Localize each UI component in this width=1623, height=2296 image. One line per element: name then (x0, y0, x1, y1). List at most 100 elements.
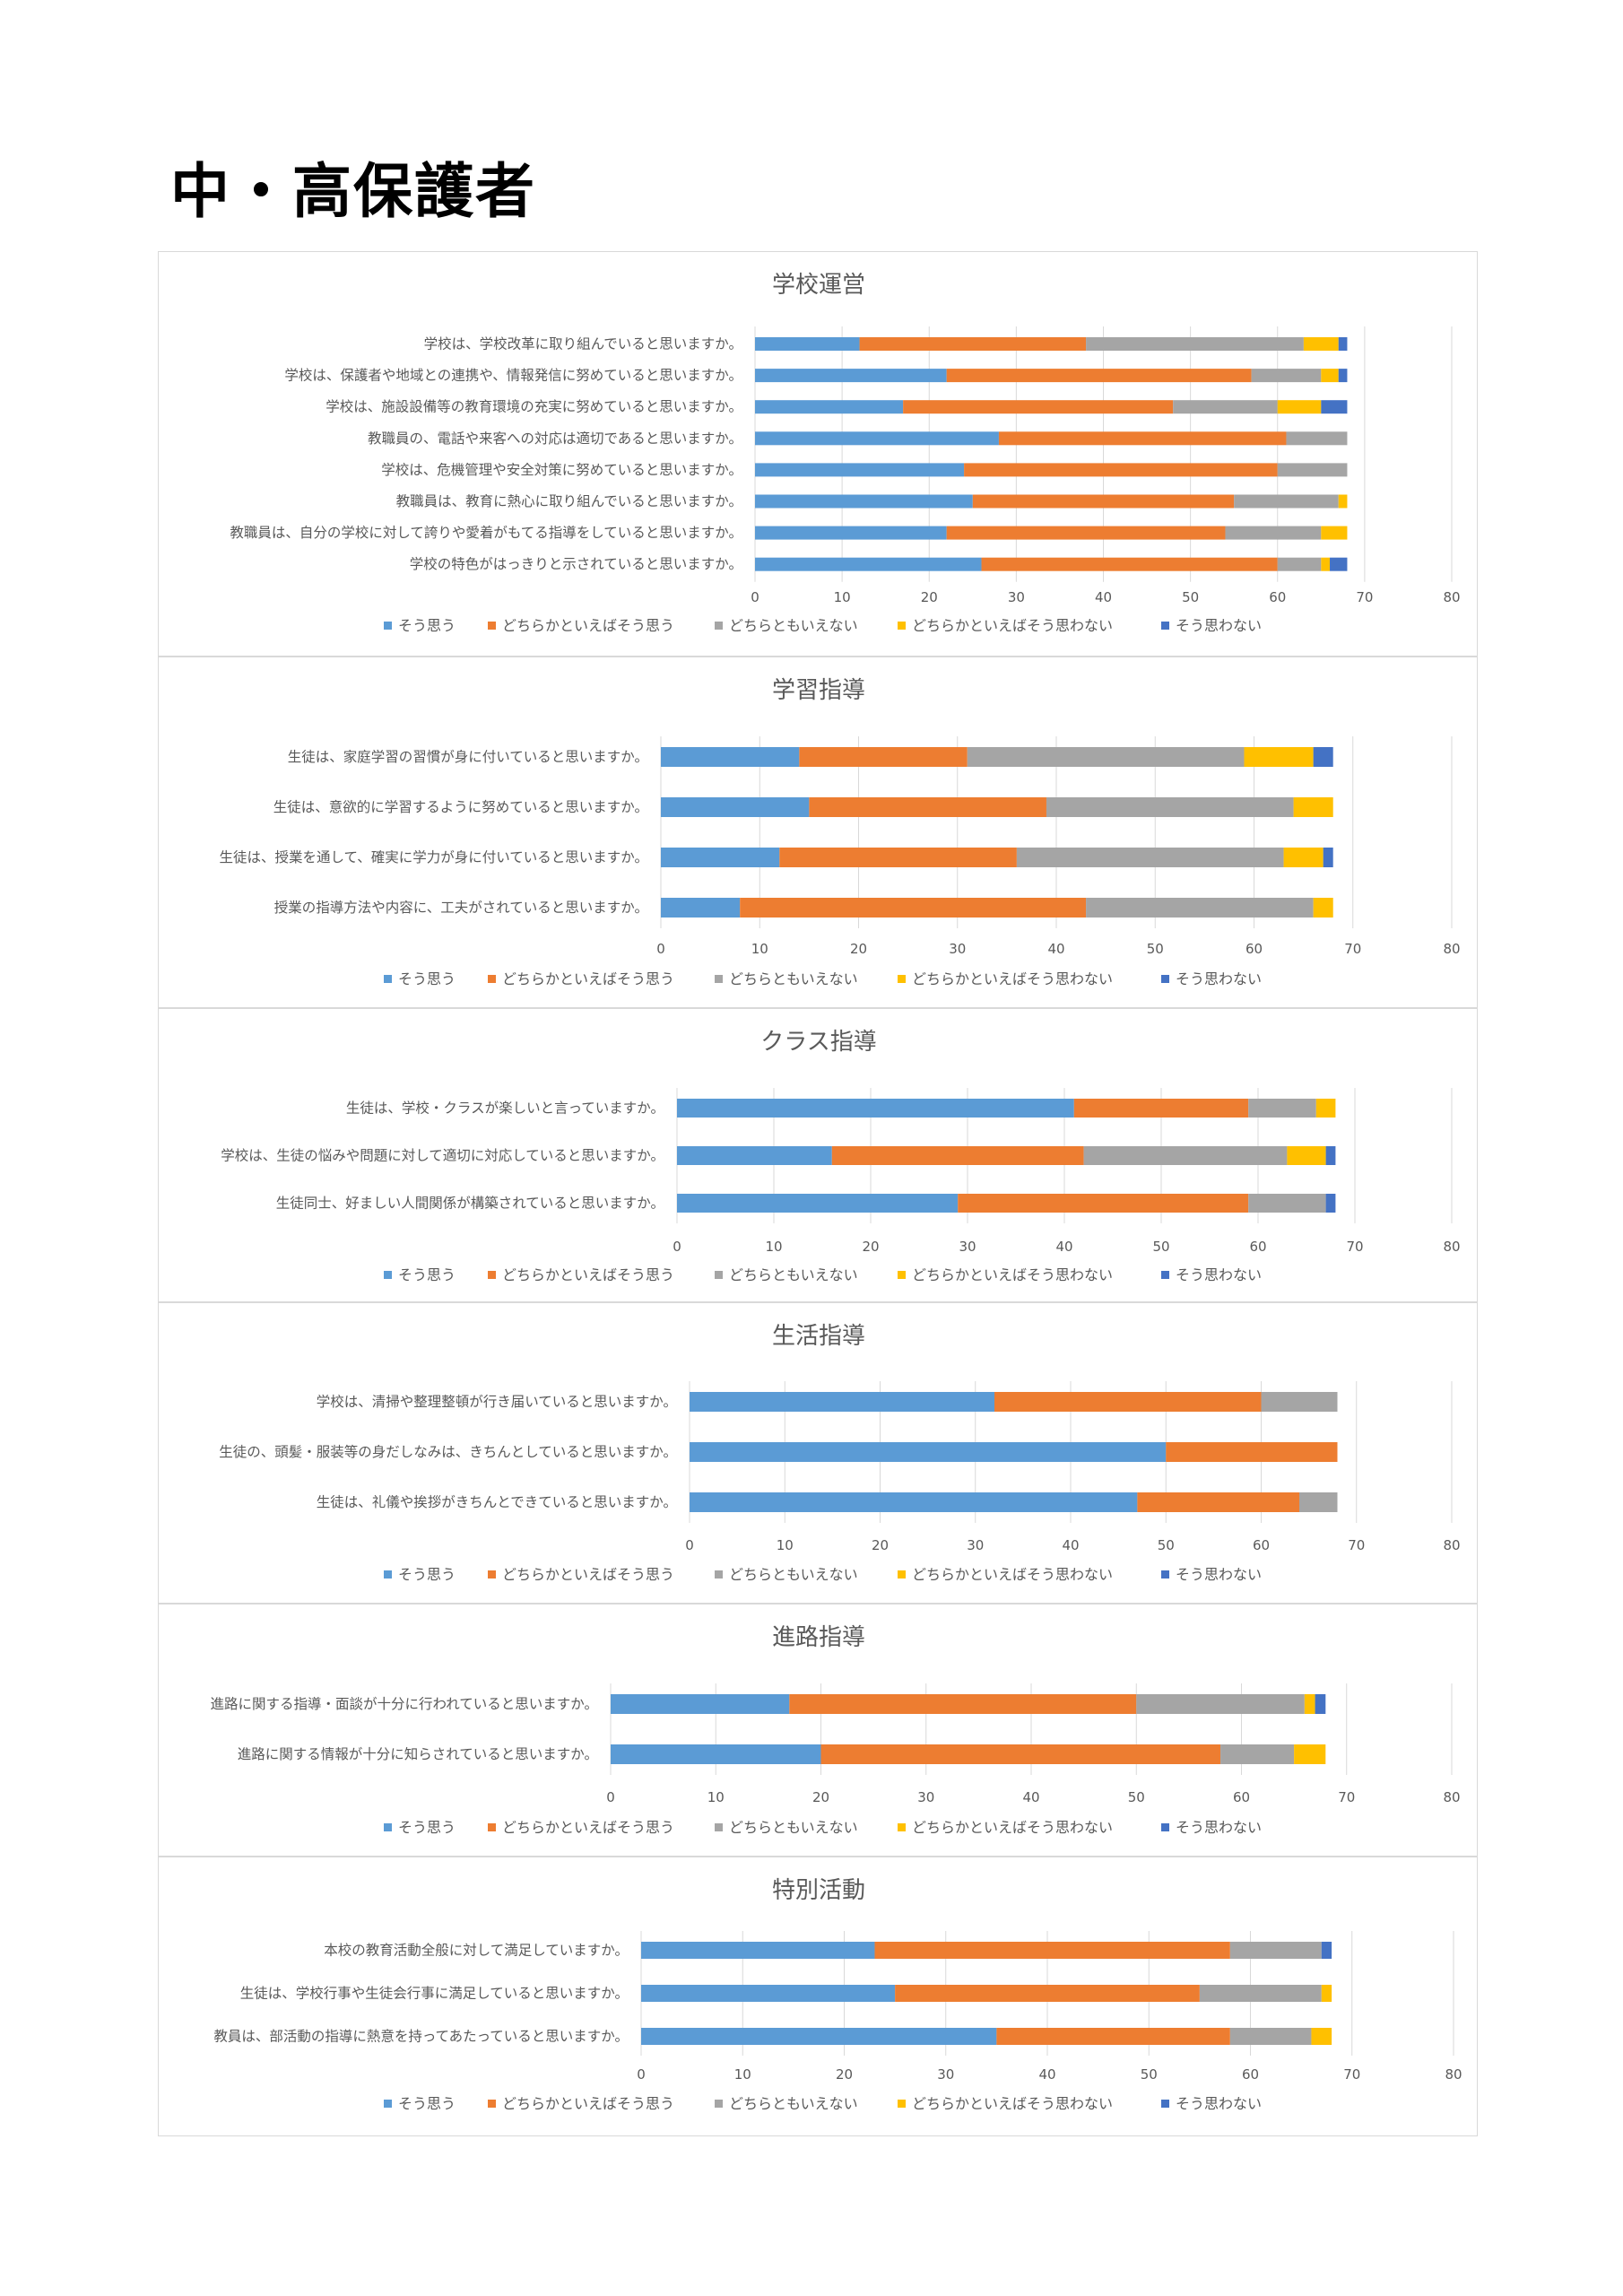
bar-segment (1261, 1392, 1338, 1412)
legend-swatch (1161, 1570, 1169, 1578)
legend-label: そう思う (398, 970, 456, 987)
bar-segment (755, 463, 965, 477)
x-tick-label: 10 (707, 1789, 725, 1805)
legend-swatch (898, 1823, 906, 1831)
x-tick-label: 60 (1253, 1537, 1270, 1553)
legend-label: どちらかといえばそう思わない (912, 617, 1113, 634)
bar-segment (1338, 337, 1348, 351)
bar-segment (1325, 1194, 1336, 1213)
bar-segment (1229, 2028, 1312, 2045)
bar-segment (1086, 898, 1314, 918)
x-tick-label: 0 (637, 2066, 646, 2083)
bar-segment (1277, 463, 1348, 477)
bar-segment (755, 337, 860, 351)
legend-swatch (488, 975, 496, 983)
legend-label: どちらともいえない (729, 1819, 858, 1836)
legend-label: そう思わない (1176, 2095, 1262, 2112)
legend-swatch (488, 1570, 496, 1578)
bar-segment (958, 1194, 1249, 1213)
bar-segment (1303, 337, 1339, 351)
category-label: 生徒同士、好ましい人間関係が構築されていると思いますか。 (276, 1196, 664, 1212)
bar-segment (1166, 1442, 1338, 1462)
x-tick-label: 70 (1343, 2066, 1360, 2083)
chart-svg: 学習指導 0 10 20 30 40 50 60 70 80 生徒は、家庭学習の習慣が身に付いている… (220, 677, 1461, 987)
chart-svg: クラス指導 0 10 20 30 40 50 60 70 80 生徒は、学校・クラスが楽しいと言って… (221, 1029, 1460, 1283)
legend-label: どちらかといえばそう思う (502, 1266, 674, 1283)
legend-swatch (384, 1570, 392, 1578)
bar-segment (755, 526, 947, 540)
category-label: 教職員の、電話や来客への対応は適切であると思いますか。 (368, 430, 742, 447)
legend-swatch (898, 1570, 906, 1578)
legend-label: そう思わない (1176, 970, 1262, 987)
x-tick-label: 30 (917, 1789, 934, 1805)
x-tick-label: 30 (937, 2066, 954, 2083)
x-tick-label: 80 (1443, 1537, 1460, 1553)
legend-swatch (1161, 1271, 1169, 1279)
x-tick-label: 80 (1443, 1789, 1460, 1805)
legend-label: そう思う (398, 1819, 456, 1836)
bar-segment (755, 557, 982, 571)
bar-segment (1321, 400, 1348, 414)
bar-segment (1016, 848, 1284, 867)
legend-swatch (1161, 622, 1169, 630)
bar-segment (1294, 1744, 1326, 1764)
legend-swatch (715, 975, 723, 983)
x-tick-label: 70 (1344, 941, 1361, 957)
category-label: 学校の特色がはっきりと示されていると思いますか。 (410, 556, 742, 572)
page-title: 中・高保護者 (170, 157, 536, 226)
chart-title: 特別活動 (772, 1877, 865, 1904)
bar-segment (1136, 1694, 1305, 1714)
bar-segment (1086, 337, 1304, 351)
x-tick-label: 40 (1022, 1789, 1039, 1805)
bar-segment (946, 526, 1226, 540)
legend-label: どちらかといえばそう思う (502, 2095, 674, 2112)
bar-segment (1277, 557, 1322, 571)
x-tick-label: 50 (1128, 1789, 1145, 1805)
bar-segment (1046, 797, 1294, 817)
x-tick-label: 40 (1062, 1537, 1079, 1553)
chart-5: 特別活動 0 10 20 30 40 50 60 70 80 本校の教育活動全般に対して満足していま… (158, 1857, 1478, 2136)
bar-segment (859, 337, 1087, 351)
bar-segment (874, 1942, 1230, 1959)
bar-segment (820, 1744, 1221, 1764)
legend-swatch (384, 1271, 392, 1279)
bar-segment (677, 1099, 1074, 1118)
chart-title: 進路指導 (772, 1624, 865, 1651)
legend-swatch (384, 975, 392, 983)
chart-svg: 特別活動 0 10 20 30 40 50 60 70 80 本校の教育活動全般に対して満足していま… (213, 1877, 1462, 2112)
legend-label: どちらかといえばそう思わない (912, 2095, 1113, 2112)
legend-label: そう思う (398, 1566, 456, 1583)
x-tick-label: 30 (959, 1239, 976, 1255)
chart-title: 学校運営 (772, 272, 865, 299)
bar-segment (1299, 1492, 1338, 1512)
legend-swatch (715, 1271, 723, 1279)
bar-segment (661, 797, 810, 817)
legend-swatch (715, 622, 723, 630)
x-tick-label: 20 (921, 589, 938, 605)
chart-title: 生活指導 (772, 1323, 865, 1350)
chart-title: 学習指導 (772, 677, 865, 704)
bar-segment (998, 431, 1287, 446)
bar-segment (994, 1392, 1262, 1412)
x-tick-label: 80 (1445, 2066, 1462, 2083)
legend-swatch (1161, 2100, 1169, 2108)
category-label: 学校は、清掃や整理整頓が行き届いていると思いますか。 (317, 1394, 677, 1410)
bar-segment (1234, 494, 1339, 509)
bar-segment (661, 747, 800, 767)
x-tick-label: 50 (1182, 589, 1199, 605)
x-tick-label: 10 (734, 2066, 751, 2083)
bar-segment (1248, 1194, 1326, 1213)
chart-svg: 学校運営 0 10 20 30 40 50 60 70 80 学校は、学校改革に取り組んでいると思い… (230, 272, 1460, 634)
bar-segment (1083, 1146, 1288, 1165)
bar-segment (755, 369, 947, 383)
legend-swatch (488, 1823, 496, 1831)
legend-label: どちらかといえばそう思わない (912, 1819, 1113, 1836)
bar-segment (641, 1942, 875, 1959)
bar-segment (1220, 1744, 1295, 1764)
bar-segment (799, 747, 968, 767)
chart-svg: 進路指導 0 10 20 30 40 50 60 70 80 進路に関する指導・面談が十分に行われて… (211, 1624, 1461, 1836)
category-label: 進路に関する情報が十分に知らされていると思いますか。 (238, 1746, 598, 1762)
x-tick-label: 0 (685, 1537, 694, 1553)
category-label: 教職員は、自分の学校に対して誇りや愛着がもてる指導をしていると思いますか。 (230, 525, 742, 541)
category-label: 教員は、部活動の指導に熱意を持ってあたっていると思いますか。 (213, 2028, 629, 2045)
